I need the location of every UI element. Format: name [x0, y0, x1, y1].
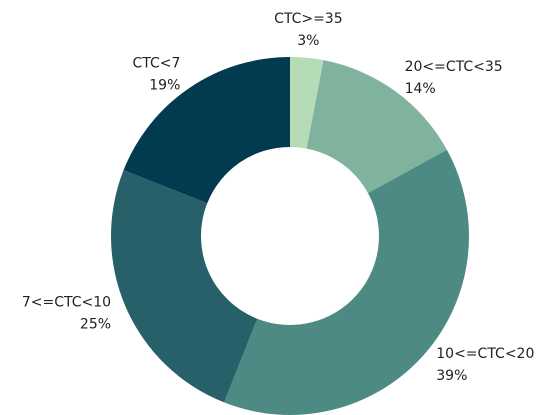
- slice-label: CTC<7: [132, 56, 180, 72]
- donut-slice: [224, 149, 469, 415]
- slice-label: 10<=CTC<20: [436, 346, 534, 362]
- slice-value: 39%: [436, 368, 467, 384]
- donut-slice: [290, 57, 324, 149]
- slice-value: 14%: [405, 81, 436, 97]
- donut-slice: [123, 57, 290, 204]
- slice-label: 20<=CTC<35: [405, 59, 503, 75]
- slice-value: 25%: [80, 316, 111, 332]
- slice-label: 7<=CTC<10: [22, 294, 111, 310]
- slice-value: 3%: [297, 33, 319, 49]
- donut-slice: [111, 170, 258, 403]
- slice-label: CTC>=35: [274, 11, 343, 27]
- donut-slice: [306, 60, 447, 194]
- slice-value: 19%: [149, 78, 180, 94]
